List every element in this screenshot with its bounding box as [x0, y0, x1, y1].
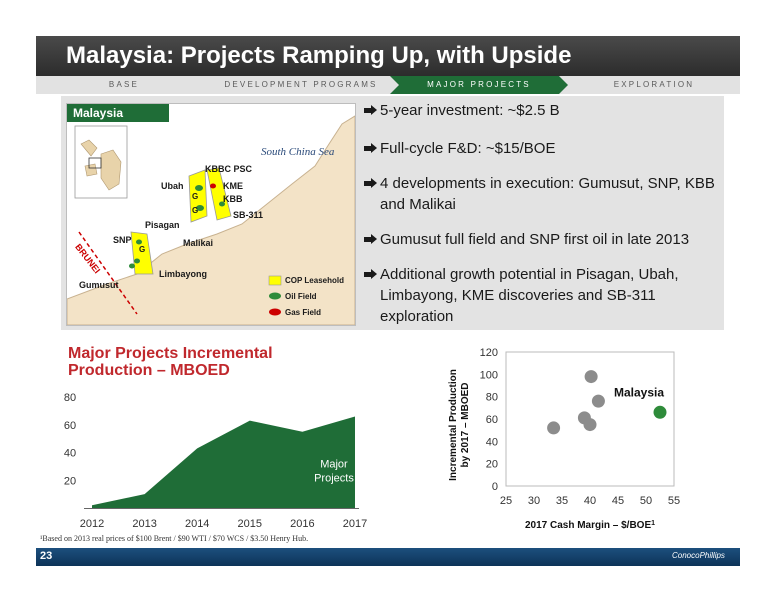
scatter-y-tick-label: 0	[492, 481, 498, 493]
area-chart-title-line2: Production – MBOED	[68, 362, 230, 379]
scatter-plot-frame	[505, 351, 675, 487]
page-title: Malaysia: Projects Ramping Up, with Upsi…	[66, 42, 572, 69]
oil-field-marker	[134, 258, 140, 264]
scatter-x-axis-label-superscript: 1	[651, 520, 655, 527]
sea-label: South China Sea	[261, 146, 335, 158]
inset-locator	[88, 157, 102, 169]
legend-label-oil: Oil Field	[285, 292, 317, 301]
scatter-y-tick-label: 60	[486, 414, 498, 426]
legend-label-gas: Gas Field	[285, 308, 322, 317]
legend-swatch-gas	[269, 308, 281, 316]
scatter-x-tick-label: 30	[528, 495, 540, 507]
area-y-tick-label: 20	[64, 475, 76, 487]
scatter-point	[591, 394, 605, 408]
footnote: ¹Based on 2013 real prices of $100 Brent…	[40, 534, 309, 543]
label-malikai: Malikai	[183, 238, 214, 248]
legend-swatch-leasehold	[268, 275, 282, 286]
oil-field-marker	[219, 201, 225, 207]
area-x-tick-label: 2012	[80, 518, 104, 530]
scatter-y-axis-label-line1: Incremental Production	[448, 369, 459, 481]
brunei-border	[78, 231, 138, 315]
bullet-item: 4 developments in execution: Gumusut, SN…	[364, 175, 715, 213]
company-logo: ConocoPhillips	[672, 551, 725, 560]
scatter-point	[583, 418, 597, 432]
label-sb311: SB-311	[233, 210, 264, 220]
label-g-snp: G	[139, 245, 146, 254]
scatter-point	[547, 421, 561, 435]
area-chart-title: Major Projects Incremental Production – …	[68, 345, 273, 379]
scatter-y-tick-label: 20	[486, 459, 498, 471]
area-x-tick-label: 2017	[343, 518, 367, 530]
scatter-chart: 0 20 40 60 80 100 120 25 30 35 40 45 50 55 Malaysia 201…	[448, 347, 680, 532]
label-g-ubah: G	[192, 192, 199, 201]
area-x-tick-label: 2016	[290, 518, 314, 530]
label-kme: KME	[223, 181, 243, 191]
scatter-x-tick-label: 45	[612, 495, 624, 507]
scatter-point-label: Malaysia	[614, 385, 664, 399]
label-ubah: Ubah	[161, 181, 184, 191]
label-g-kbb: G	[192, 206, 199, 215]
oil-field-marker	[129, 263, 135, 269]
scatter-x-tick-label: 25	[500, 495, 512, 507]
oil-field-marker	[195, 185, 203, 191]
label-limbayong: Limbayong	[159, 269, 208, 279]
label-snp: SNP	[113, 235, 132, 245]
section-nav: BASE DEVELOPMENT PROGRAMS MAJOR PROJECTS…	[36, 76, 740, 94]
bullet-item: Gumusut full field and SNP first oil in …	[364, 231, 690, 248]
area-y-tick-label: 40	[64, 448, 76, 460]
scatter-y-tick-label: 40	[486, 436, 498, 448]
nav-tab-major-projects[interactable]: MAJOR PROJECTS	[390, 76, 568, 94]
malaysia-map: Malaysia South China Sea KBBC PSC Ubah K…	[66, 103, 356, 326]
legend-swatch-oil	[269, 292, 281, 300]
label-kbbc-psc: KBBC PSC	[205, 164, 253, 174]
nav-tab-development-programs[interactable]: DEVELOPMENT PROGRAMS	[224, 80, 378, 89]
map-graphic	[67, 115, 355, 325]
label-gumusut: Gumusut	[79, 280, 119, 290]
scatter-point	[584, 370, 598, 384]
area-series-label-line2: Projects	[314, 473, 354, 485]
scatter-point	[653, 405, 667, 419]
footer-bar	[36, 548, 740, 566]
bullet-item: Full-cycle F&D: ~$15/BOE	[364, 140, 556, 157]
leasehold-block-kme	[206, 167, 232, 221]
label-kbb: KBB	[223, 194, 243, 204]
area-x-tick-label: 2014	[185, 518, 209, 530]
title-bar	[36, 36, 740, 76]
scatter-y-tick-label: 120	[480, 347, 498, 359]
scatter-x-tick-label: 35	[556, 495, 568, 507]
area-y-tick-label: 80	[64, 392, 76, 404]
scatter-x-tick-label: 50	[640, 495, 652, 507]
map-title: Malaysia	[67, 104, 169, 122]
area-x-tick-label: 2015	[238, 518, 262, 530]
gas-field-marker	[210, 183, 216, 189]
scatter-y-axis-label-line2: by 2017 – MBOED	[460, 382, 471, 467]
area-series-label-line1: Major	[320, 459, 348, 471]
label-pisagan: Pisagan	[145, 220, 180, 230]
oil-field-marker	[136, 239, 142, 245]
area-y-tick-label: 60	[64, 420, 76, 432]
scatter-x-axis-label: 2017 Cash Margin – $/BOE1	[525, 520, 655, 532]
oil-field-marker	[196, 205, 204, 211]
nav-tab-base[interactable]: BASE	[108, 80, 140, 89]
area-series-major-projects	[92, 416, 355, 508]
page-number: 23	[40, 550, 53, 562]
area-x-tick-label: 2013	[132, 518, 156, 530]
scatter-x-tick-label: 55	[668, 495, 680, 507]
area-chart: 20 40 60 80 2012 2013 2014 2015 2016 2017 Major Pro…	[64, 392, 367, 530]
nav-tab-exploration[interactable]: EXPLORATION	[613, 80, 695, 89]
scatter-x-tick-label: 40	[584, 495, 596, 507]
bullet-item: 5-year investment: ~$2.5 B	[364, 102, 560, 119]
bullet-item: Additional growth potential in Pisagan, …	[364, 266, 679, 325]
scatter-y-tick-label: 80	[486, 392, 498, 404]
scatter-y-tick-label: 100	[480, 369, 498, 381]
area-chart-title-line1: Major Projects Incremental	[68, 345, 273, 362]
legend-label-leasehold: COP Leasehold	[285, 276, 344, 285]
